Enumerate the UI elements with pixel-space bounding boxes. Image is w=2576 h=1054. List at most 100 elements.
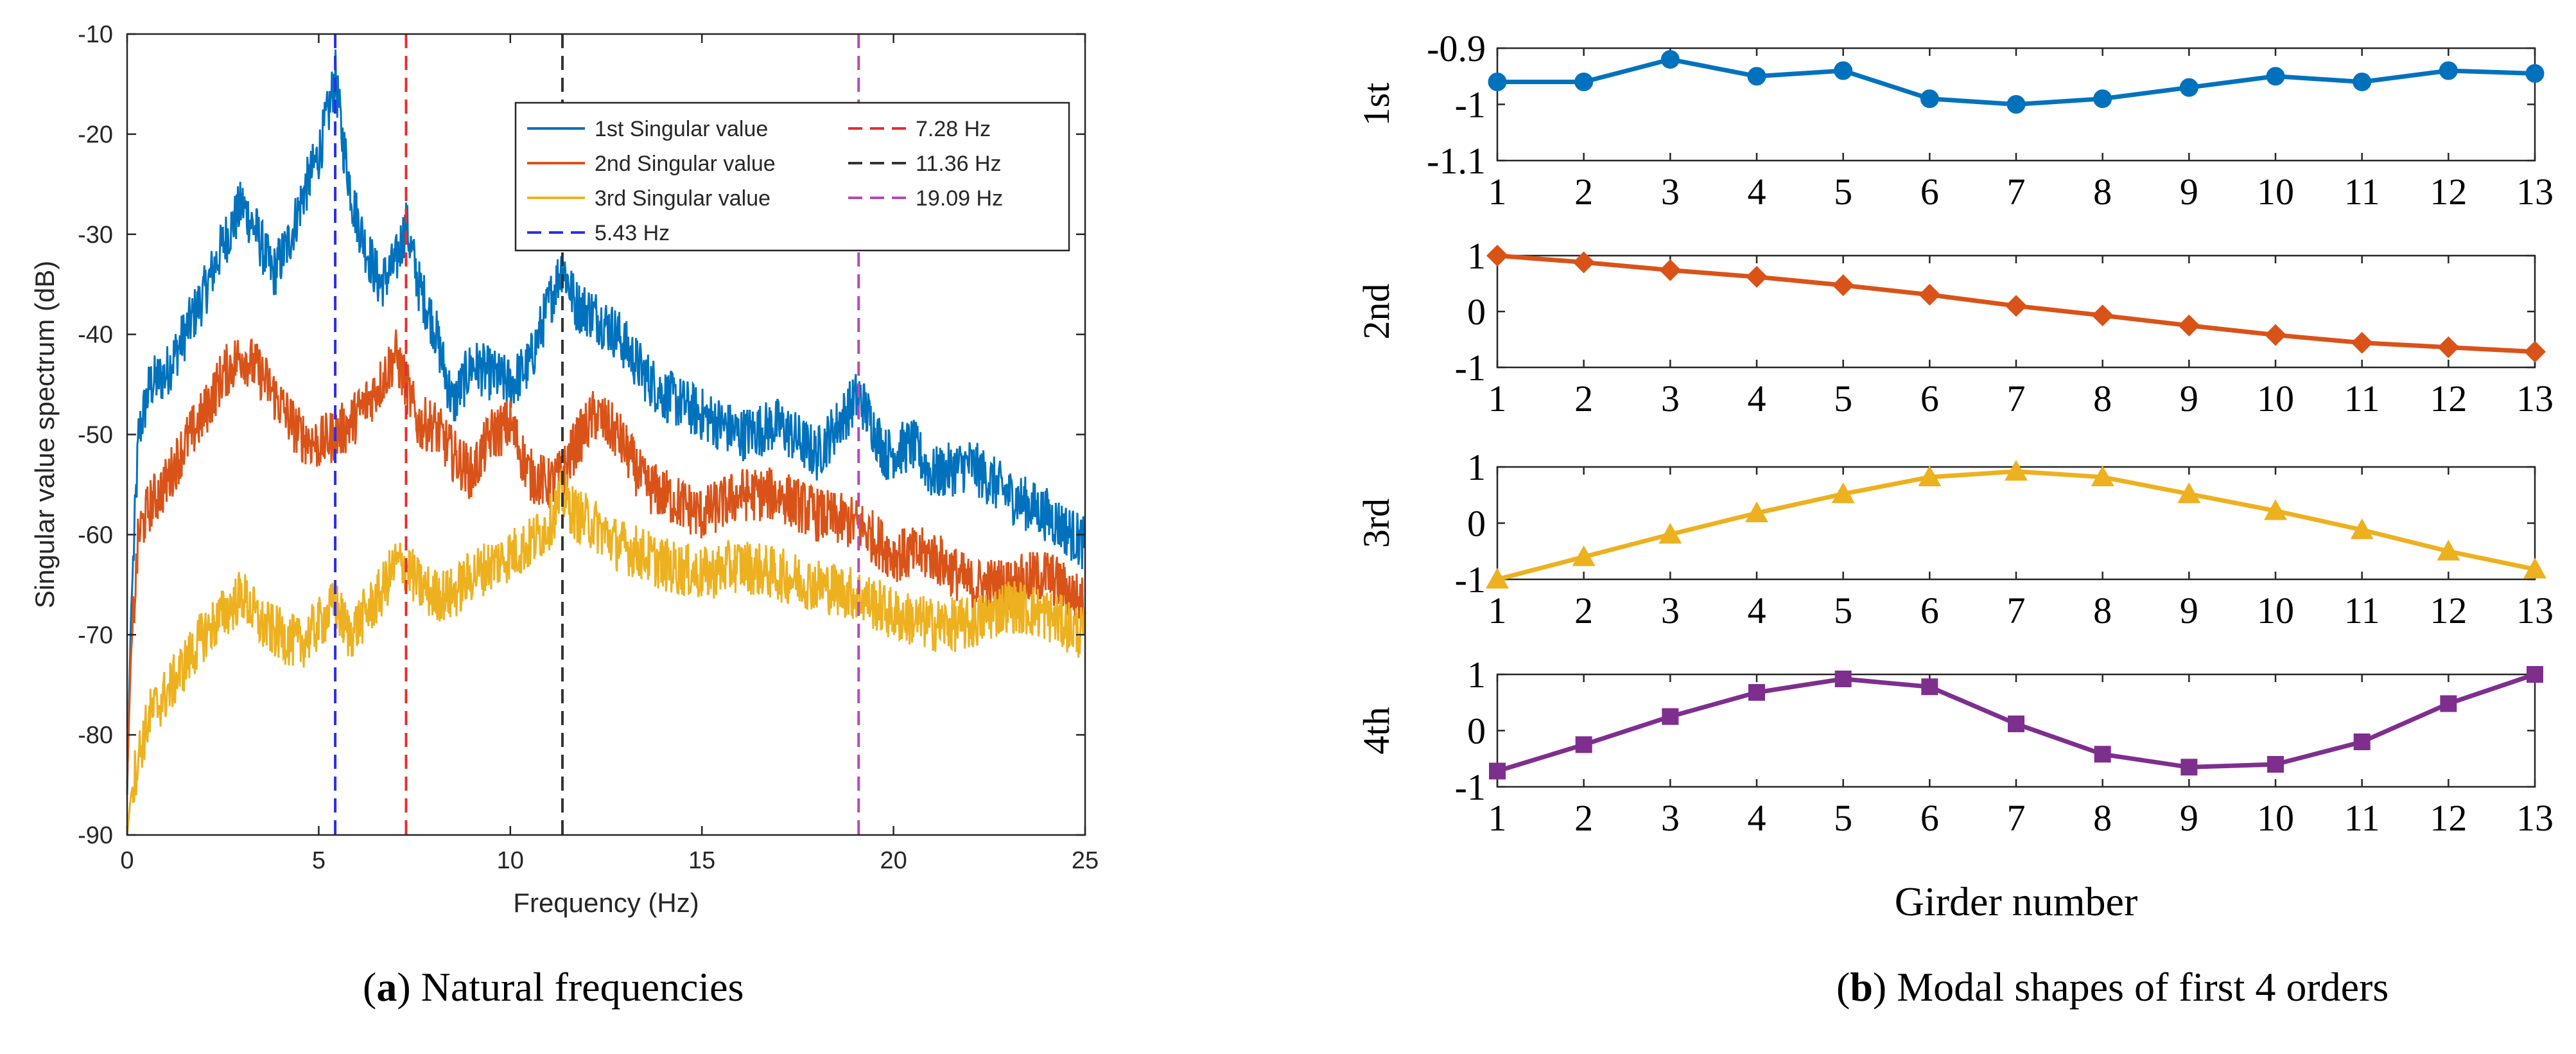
chart-b-panel-2-ytick-label: 1 — [1467, 235, 1486, 277]
caption-b-paren-open: ( — [1836, 964, 1850, 1010]
chart-b-panel-2-ytick-label: 0 — [1467, 291, 1486, 333]
chart-b-panel-3-marker-5 — [1831, 482, 1855, 504]
chart-b-panel-2-marker-2 — [1572, 251, 1595, 274]
chart-b-panel-2-marker-9 — [2178, 314, 2200, 337]
chart-b-panel-1-ylabel: 1st — [1355, 83, 1397, 127]
chart-a-ytick-label: -60 — [78, 522, 113, 549]
chart-b-panel-4-xtick-label: 10 — [2257, 797, 2294, 839]
chart-b-panel-3-marker-8 — [2091, 465, 2114, 487]
chart-b-panel-3-axes-box — [1496, 466, 2536, 581]
chart-b-panel-2-marker-1 — [1486, 245, 1508, 267]
chart-b-panel-1-marker-9 — [2179, 78, 2198, 97]
chart-b-panel-4-xtick-label: 5 — [1834, 797, 1852, 839]
chart-b-panel-2-xtick-label: 5 — [1834, 378, 1852, 419]
caption-a-paren-close: ) — [397, 964, 411, 1010]
chart-b-panel-3-xtick-label: 1 — [1488, 590, 1507, 631]
chart-b-panel-1-marker-5 — [1834, 61, 1853, 80]
chart-b-panel-2-xtick-label: 12 — [2430, 378, 2467, 419]
chart-b-panel-4-xtick-label: 13 — [2516, 797, 2554, 839]
chart-b-panel-1-xtick-label: 3 — [1661, 171, 1680, 213]
chart-b-panel-2-marker-6 — [1919, 283, 1941, 306]
chart-b-panel-1-marker-6 — [1920, 89, 1939, 109]
chart-b-panel-3-xtick-label: 8 — [2093, 590, 2112, 631]
chart-b-panel-1-marker-11 — [2353, 73, 2372, 91]
chart-a-xtick-label: 20 — [880, 847, 907, 874]
chart-b-panel-3-xtick-label: 7 — [2007, 590, 2026, 631]
chart-b-panel-2-xtick-label: 6 — [1920, 378, 1939, 419]
chart-b-panel-2-marker-3 — [1659, 259, 1682, 281]
chart-b-panel-1-xtick-label: 7 — [2007, 171, 2026, 213]
chart-a-ytick-label: -20 — [78, 121, 113, 148]
chart-a-xtick-label: 15 — [688, 847, 715, 874]
chart-b-panel-1-ytick-label: -0.9 — [1427, 28, 1486, 69]
chart-a-legend-box — [514, 101, 1070, 252]
chart-b-panel-3-xtick-label: 9 — [2180, 590, 2198, 631]
chart-a-ytick-label: -30 — [78, 222, 113, 249]
chart-b-panel-4-marker-11 — [2353, 733, 2371, 750]
chart-a-ytick-label: -50 — [78, 422, 113, 449]
chart-b-panel-4-xtick-label: 9 — [2180, 797, 2198, 839]
chart-b-panel-1-xtick-label: 10 — [2257, 171, 2294, 213]
chart-b-panel-3-ytick-label: 1 — [1467, 446, 1486, 488]
chart-b-panel-3-ytick-label: 0 — [1467, 503, 1486, 545]
chart-b-panel-3-marker-6 — [1918, 465, 1942, 487]
chart-b-panel-1-marker-1 — [1488, 73, 1507, 91]
chart-b-panel-4-xtick-label: 12 — [2430, 797, 2467, 839]
caption-b-paren-close: ) — [1872, 964, 1887, 1010]
chart-b-panel-1-xtick-label: 12 — [2430, 171, 2467, 213]
chart-b-panel-1-xtick-label: 13 — [2516, 171, 2554, 213]
chart-a-series-2-line — [126, 329, 1086, 786]
chart-b-panel-1-marker-3 — [1660, 50, 1680, 69]
chart-a-series-3-line — [126, 468, 1086, 836]
chart-b-panel-3-marker-13 — [2523, 558, 2546, 579]
chart-a-ylabel: Singular value spectrum (dB) — [30, 261, 60, 609]
chart-b-panel-4-xtick-label: 2 — [1574, 797, 1593, 839]
chart-a-ytick-label: -40 — [78, 322, 113, 349]
caption-a-paren-open: ( — [363, 964, 377, 1010]
chart-b-panel-2-marker-13 — [2524, 340, 2546, 363]
chart-b-panel-4-xtick-label: 7 — [2007, 797, 2026, 839]
chart-b-panel-2-xtick-label: 1 — [1488, 378, 1507, 419]
chart-b-panel-2-marker-12 — [2437, 336, 2460, 358]
chart-a-xtick-label: 10 — [497, 847, 524, 874]
chart-b-panel-2-xtick-label: 11 — [2344, 378, 2380, 419]
chart-b-panel-2-ytick-label: -1 — [1455, 347, 1486, 389]
chart-b-panel-3-xtick-label: 5 — [1834, 590, 1852, 631]
chart-b-panel-4-marker-6 — [1921, 678, 1938, 696]
chart-a-xtick-label: 25 — [1072, 847, 1099, 874]
chart-b-panel-3-marker-2 — [1572, 545, 1596, 567]
chart-a-legend-label-7: 19.09 Hz — [916, 186, 1003, 211]
chart-b-xlabel: Girder number — [1895, 879, 2138, 924]
chart-b-panel-4-marker-1 — [1489, 762, 1506, 780]
chart-b-panel-2-marker-7 — [2005, 295, 2027, 317]
chart-b-panel-2-xtick-label: 2 — [1574, 378, 1593, 419]
chart-a-legend-label-6: 11.36 Hz — [916, 152, 1002, 176]
chart-b-panel-4-xtick-label: 11 — [2344, 797, 2380, 839]
chart-a-ytick-label: -80 — [78, 722, 113, 749]
chart-b-panel-1-marker-12 — [2439, 61, 2458, 80]
chart-b-panel-1-marker-10 — [2266, 67, 2285, 86]
chart-b-panel-1-marker-7 — [2006, 95, 2026, 114]
chart-b-panel-3-marker-3 — [1658, 523, 1682, 544]
chart-b-panel-1-ytick-label: -1 — [1455, 84, 1486, 126]
chart-a-series-1-line — [126, 49, 1086, 795]
chart-b-panel-2-xtick-label: 4 — [1748, 378, 1766, 419]
chart-b-panel-4-xtick-label: 3 — [1661, 797, 1680, 839]
chart-a-ytick-label: -90 — [78, 822, 113, 849]
chart-b-panel-4-ylabel: 4th — [1355, 707, 1397, 754]
chart-b-panel-1-marker-4 — [1747, 67, 1766, 86]
chart-b-panel-2-marker-8 — [2091, 304, 2114, 327]
chart-b-panel-3-xtick-label: 4 — [1748, 590, 1766, 631]
chart-b-panel-3-marker-7 — [2005, 460, 2028, 481]
chart-b-panel-4-marker-5 — [1834, 671, 1852, 687]
chart-b-panel-1-marker-13 — [2525, 64, 2545, 83]
chart-a-legend-label-1: 1st Singular value — [595, 117, 768, 141]
chart-b-panel-1-xtick-label: 9 — [2180, 171, 2198, 213]
chart-b-panel-4-ytick-label: 1 — [1467, 654, 1486, 696]
caption-a-text: Natural frequencies — [410, 964, 744, 1010]
chart-b-panel-1-xtick-label: 6 — [1920, 171, 1939, 213]
chart-b-panel-1-xtick-label: 1 — [1488, 171, 1507, 213]
chart-a-ytick-label: -70 — [78, 622, 113, 649]
chart-b-panel-2-marker-5 — [1832, 274, 1854, 297]
